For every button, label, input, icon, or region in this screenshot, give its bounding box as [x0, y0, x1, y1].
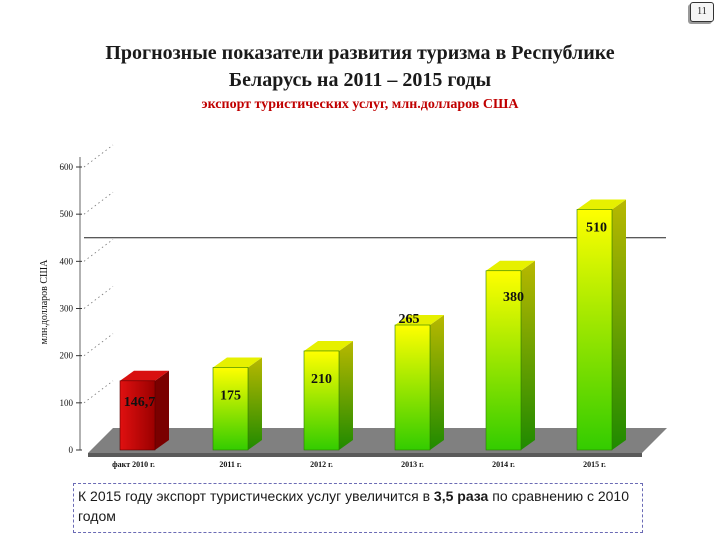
chart-floor-edge: [88, 453, 642, 457]
bar: [303, 350, 340, 451]
bar-top: [395, 315, 444, 326]
bar-side: [612, 199, 626, 450]
bar: [119, 380, 156, 451]
y-gridline-depth: [83, 191, 114, 215]
bar-top: [304, 340, 353, 351]
bar: [485, 270, 522, 451]
title-line-1: Прогнозные показатели развития туризма в…: [105, 42, 615, 64]
bar-side: [339, 340, 353, 450]
chart-area: 0 100 200 300 400 500 600 млн.долларов США 146,7…: [0, 130, 720, 480]
page-number: 11: [690, 2, 714, 22]
bar-side: [155, 370, 169, 450]
y-gridline-depth: [83, 380, 114, 404]
bar-side: [430, 315, 444, 450]
chart-subtitle: экспорт туристических услуг, млн.долларо…: [201, 97, 519, 112]
bar-top: [577, 199, 626, 210]
bar-side: [521, 260, 535, 450]
bar-top: [213, 357, 262, 368]
bar-top: [120, 370, 169, 381]
x-tick-label: 2015 г.: [583, 460, 606, 469]
note-text-before: К 2015 году экспорт туристических услуг …: [78, 488, 434, 504]
y-tick-label: 100: [60, 398, 74, 408]
y-gridline-depth: [83, 333, 114, 356]
x-tick-label: 2012 г.: [310, 460, 333, 469]
y-tick-label: 500: [60, 209, 74, 219]
bar-side: [248, 357, 262, 450]
y-axis-title: млн.долларов США: [39, 259, 50, 345]
slide-title: Прогнозные показатели развития туризма в…: [40, 40, 680, 94]
bar-value-label: 175: [220, 388, 241, 403]
bar: [212, 367, 249, 451]
bar: [576, 209, 613, 451]
y-tick-label: 400: [60, 256, 74, 266]
x-tick-label: 2014 г.: [492, 460, 515, 469]
bar: [394, 324, 431, 451]
y-tick-label: 0: [69, 445, 74, 455]
bar-value-label: 510: [586, 220, 607, 235]
bar-top: [486, 260, 535, 271]
x-tick-label: 2011 г.: [219, 460, 241, 469]
y-tick-label: 200: [60, 351, 74, 361]
bar-value-label: 380: [503, 290, 524, 305]
bar-value-label: 210: [311, 372, 332, 387]
title-line-2: Беларусь на 2011 – 2015 годы: [228, 69, 492, 91]
bar-value-label: 146,7: [124, 395, 156, 410]
note-text-after: по сравнению с 2010 годом: [78, 488, 629, 524]
note-highlight: 3,5 раза: [433, 488, 489, 504]
y-gridline-depth: [83, 144, 114, 168]
y-gridline-depth: [83, 286, 114, 309]
bar-chart: 0 100 200 300 400 500 600 млн.долларов США 146,7…: [39, 144, 667, 469]
x-tick-label: факт 2010 г.: [112, 460, 155, 469]
x-tick-label: 2013 г.: [401, 460, 424, 469]
y-gridline-depth: [83, 239, 114, 262]
y-tick-label: 300: [60, 304, 74, 314]
bar-value-label: 265: [399, 312, 420, 327]
conclusion-note: К 2015 году экспорт туристических услуг …: [73, 483, 643, 533]
y-tick-label: 600: [60, 162, 74, 172]
